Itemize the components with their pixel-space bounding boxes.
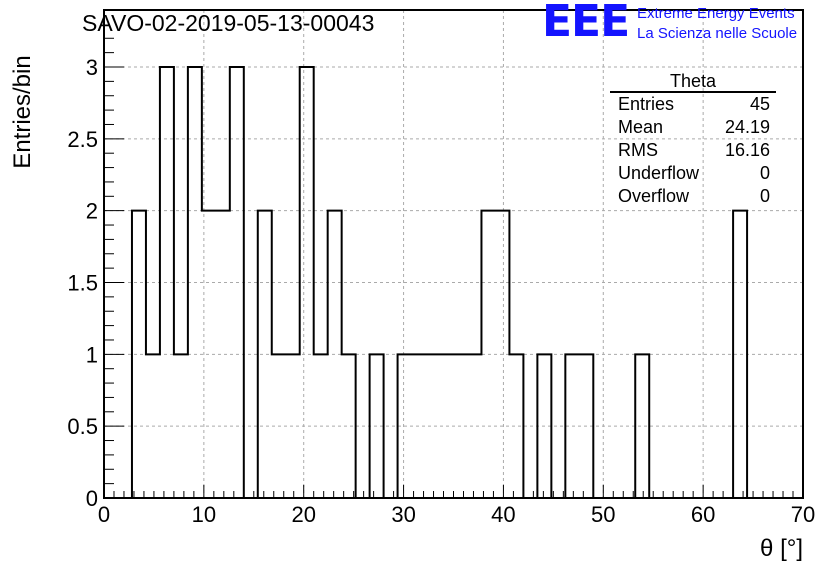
y-tick-label: 2.5: [67, 127, 98, 152]
histogram-bin: [146, 354, 160, 498]
histogram-bin: [495, 211, 509, 498]
histogram-bin: [398, 354, 412, 498]
statistics-box: Theta Entries 45 Mean 24.19 RMS 16.16 Un…: [610, 71, 776, 208]
stats-label: RMS: [618, 140, 658, 160]
x-tick-label: 60: [691, 502, 715, 527]
histogram-bin: [412, 354, 426, 498]
stats-value: 45: [749, 94, 770, 114]
histogram-bin: [733, 211, 747, 498]
histogram-bin: [467, 354, 481, 498]
histogram-bin: [342, 354, 356, 498]
histogram-bin: [440, 354, 454, 498]
stats-row-mean: Mean 24.19: [610, 116, 776, 139]
x-tick-label: 70: [791, 502, 815, 527]
histogram-bin: [286, 354, 300, 498]
histogram-bin: [188, 67, 202, 498]
histogram-bin: [328, 211, 342, 498]
histogram-bin: [537, 354, 551, 498]
y-tick-label: 3: [86, 55, 98, 80]
histogram-bin: [454, 354, 468, 498]
histogram-bin: [579, 354, 593, 498]
histogram-bin: [314, 354, 328, 498]
histogram-outline: [104, 66, 803, 499]
x-tick-label: 10: [192, 502, 216, 527]
stats-label: Mean: [618, 117, 664, 137]
y-tick-label: 2: [86, 199, 98, 224]
y-tick-label: 0.5: [67, 414, 98, 439]
run-title: SAVO-02-2019-05-13-00043: [82, 10, 375, 36]
x-axis-label: θ [°]: [760, 535, 803, 562]
stats-label: Overflow: [618, 186, 690, 206]
histogram-bin: [426, 354, 440, 498]
x-tick-label: 20: [291, 502, 315, 527]
histogram-bin: [481, 211, 495, 498]
stats-row-underflow: Underflow 0: [610, 162, 776, 185]
histogram-bin: [509, 354, 523, 498]
y-tick-label: 1: [86, 342, 98, 367]
histogram-bin: [272, 354, 286, 498]
axis-ticks: [103, 37, 804, 499]
histogram-bin: [565, 354, 579, 498]
histogram-series: [104, 66, 803, 499]
stats-row-entries: Entries 45: [610, 93, 776, 116]
stats-value: 16.16: [724, 140, 770, 160]
x-tick-label: 0: [98, 502, 110, 527]
histogram-bin: [132, 211, 146, 498]
histogram-bin: [370, 354, 384, 498]
logo-line-1: Extreme Energy Events: [637, 5, 795, 22]
y-tick-label: 0: [86, 486, 98, 511]
stats-label: Entries: [618, 94, 675, 114]
axis-tick-labels: 0 10 20 30 40 50 60 70 0 0.5 1 1.5 2 2.5 3: [67, 55, 815, 527]
stats-title: Theta: [610, 71, 776, 93]
stats-value: 0: [759, 186, 770, 206]
histogram-bin: [300, 67, 314, 498]
stats-row-rms: RMS 16.16: [610, 139, 776, 162]
stats-value: 0: [759, 163, 770, 183]
stats-row-overflow: Overflow 0: [610, 185, 776, 208]
stats-label: Underflow: [618, 163, 700, 183]
x-tick-label: 40: [491, 502, 515, 527]
histogram-bin: [174, 354, 188, 498]
x-tick-label: 50: [591, 502, 615, 527]
histogram-bin: [160, 67, 174, 498]
histogram-bin: [230, 67, 244, 498]
y-tick-label: 1.5: [67, 271, 98, 296]
histogram-bin: [202, 211, 216, 498]
histogram-bin: [258, 211, 272, 498]
logo-line-2: La Scienza nelle Scuole: [637, 25, 798, 42]
eee-logo-text: Extreme Energy Events La Scienza nelle S…: [637, 4, 797, 44]
histogram-bin: [635, 354, 649, 498]
stats-value: 24.19: [724, 117, 770, 137]
eee-logo-mark: EEE: [542, 0, 630, 47]
histogram-bin: [216, 211, 230, 498]
x-tick-label: 30: [391, 502, 415, 527]
y-axis-label: Entries/bin: [9, 55, 36, 168]
